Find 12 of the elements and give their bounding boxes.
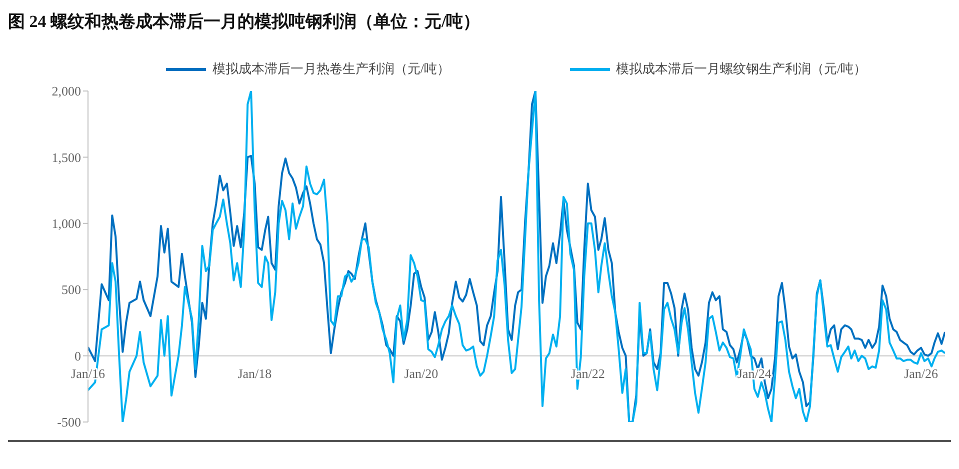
y-tick-label: 1,000 (52, 216, 81, 232)
y-tick-label: 2,000 (52, 84, 81, 99)
y-tick-label: 500 (62, 282, 81, 298)
y-tick-label: -500 (57, 414, 81, 430)
x-tick-label: Jan/18 (238, 366, 272, 381)
y-tick-label: 1,500 (52, 150, 81, 165)
x-tick-label: Jan/26 (904, 366, 939, 381)
legend-label: 模拟成本滞后一月热卷生产利润（元/吨） (212, 60, 450, 78)
y-tick-label: 0 (74, 348, 81, 364)
x-tick-label: Jan/20 (404, 366, 438, 381)
chart-title: 图 24 螺纹和热卷成本滞后一月的模拟吨钢利润（单位：元/吨） (8, 11, 482, 33)
legend-label: 模拟成本滞后一月螺纹钢生产利润（元/吨） (616, 60, 867, 78)
